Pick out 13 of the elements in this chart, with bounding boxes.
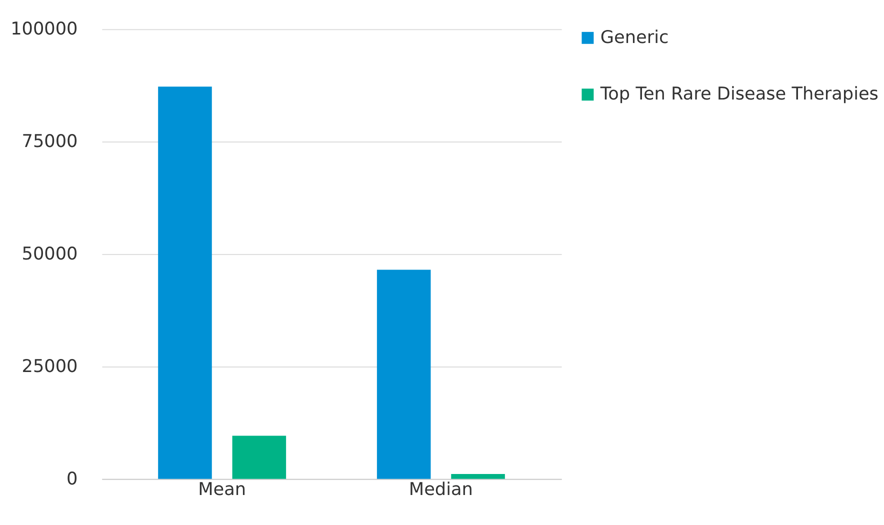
y-tick-label: 100000 <box>10 19 78 40</box>
x-tick-label: Median <box>408 480 473 500</box>
bar <box>232 436 286 479</box>
bar <box>376 270 431 479</box>
x-tick-label: Mean <box>198 480 246 500</box>
y-tick-label: 25000 <box>22 356 78 377</box>
bar <box>158 86 212 479</box>
legend-label: Top Ten Rare Disease Therapies <box>599 84 878 105</box>
legend-label: Generic <box>600 28 669 48</box>
y-tick-label: 0 <box>66 469 78 490</box>
bar <box>451 474 505 479</box>
y-tick-label: 75000 <box>22 132 78 152</box>
y-tick-label: 50000 <box>22 244 78 264</box>
